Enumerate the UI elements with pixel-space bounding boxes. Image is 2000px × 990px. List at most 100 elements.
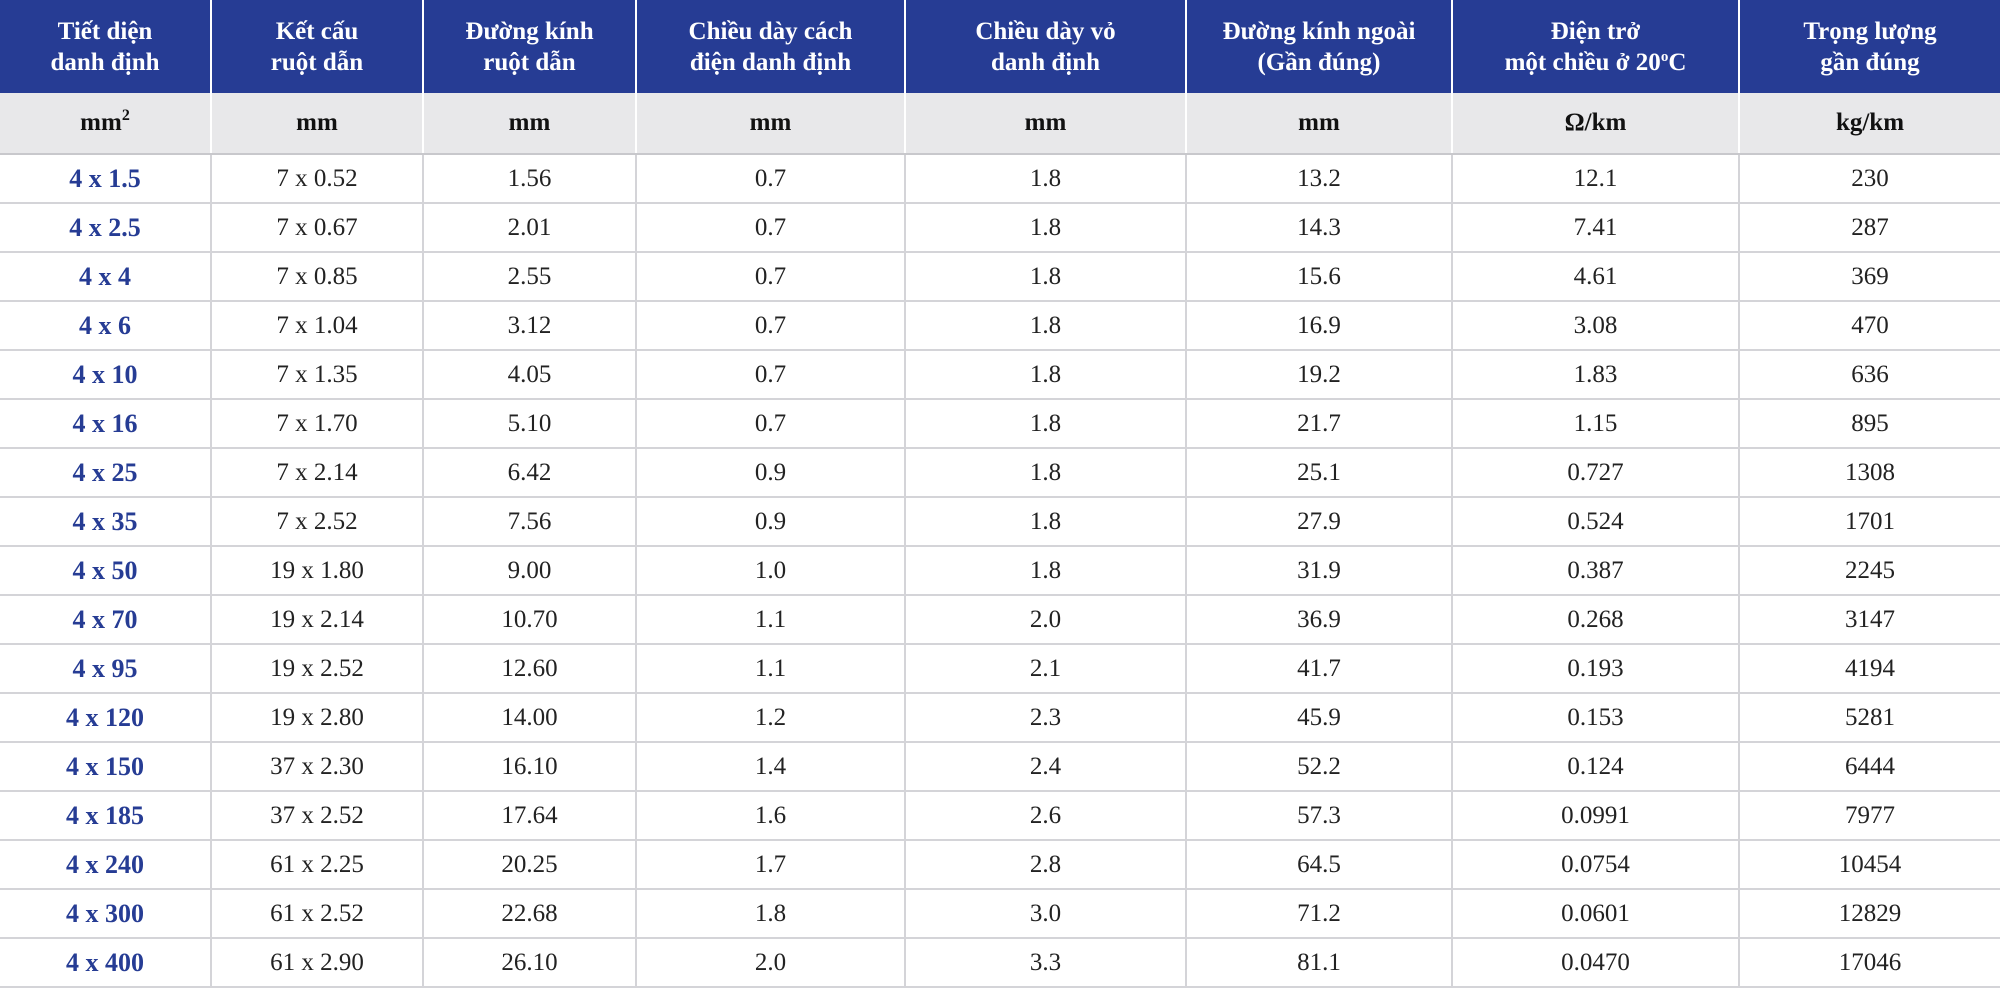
cell-dc-resistance: 0.268 <box>1451 595 1739 645</box>
cell-dc-resistance: 0.524 <box>1451 497 1739 547</box>
cell-outer-diameter: 81.1 <box>1185 938 1452 988</box>
header-dc-resistance: Điện trở một chiều ở 20oC <box>1451 0 1739 93</box>
cell-conductor-structure: 7 x 1.04 <box>210 301 423 351</box>
cell-outer-diameter: 16.9 <box>1185 301 1452 351</box>
cell-insulation-thickness: 0.9 <box>635 497 905 547</box>
cell-dc-resistance: 3.08 <box>1451 301 1739 351</box>
table-row: 4 x 150 37 x 2.30 16.10 1.4 2.4 52.2 0.124 6444 <box>0 742 2000 792</box>
cell-outer-diameter: 13.2 <box>1185 154 1452 204</box>
cell-dc-resistance: 7.41 <box>1451 203 1739 253</box>
table-row: 4 x 50 19 x 1.80 9.00 1.0 1.8 31.9 0.387 2245 <box>0 546 2000 596</box>
cell-outer-diameter: 52.2 <box>1185 742 1452 792</box>
cell-cross-section: 4 x 2.5 <box>0 203 211 253</box>
unit-dc-resistance: Ω/km <box>1451 93 1739 155</box>
cell-weight: 10454 <box>1738 840 2000 890</box>
cell-conductor-structure: 7 x 0.67 <box>210 203 423 253</box>
header-insulation-thickness: Chiều dày cách điện danh định <box>635 0 905 93</box>
cell-conductor-structure: 61 x 2.90 <box>210 938 423 988</box>
cell-weight: 6444 <box>1738 742 2000 792</box>
cell-cross-section: 4 x 6 <box>0 301 211 351</box>
cell-weight: 230 <box>1738 154 2000 204</box>
cell-outer-diameter: 19.2 <box>1185 350 1452 400</box>
header-row: Tiết diện danh định Kết cấu ruột dẫn Đườ… <box>0 0 2000 93</box>
cell-conductor-diameter: 2.55 <box>422 252 636 302</box>
cell-insulation-thickness: 0.7 <box>635 154 905 204</box>
table-row: 4 x 95 19 x 2.52 12.60 1.1 2.1 41.7 0.193 4194 <box>0 644 2000 694</box>
cell-outer-diameter: 14.3 <box>1185 203 1452 253</box>
unit-cross-section-base: mm <box>80 109 122 136</box>
cell-insulation-thickness: 0.7 <box>635 252 905 302</box>
cell-weight: 636 <box>1738 350 2000 400</box>
unit-conductor-structure: mm <box>210 93 423 155</box>
cell-sheath-thickness: 1.8 <box>904 546 1186 596</box>
cell-dc-resistance: 0.387 <box>1451 546 1739 596</box>
cell-conductor-diameter: 17.64 <box>422 791 636 841</box>
cell-sheath-thickness: 1.8 <box>904 399 1186 449</box>
cell-conductor-diameter: 22.68 <box>422 889 636 939</box>
cell-sheath-thickness: 2.6 <box>904 791 1186 841</box>
table-row: 4 x 240 61 x 2.25 20.25 1.7 2.8 64.5 0.0754 104… <box>0 840 2000 890</box>
cell-sheath-thickness: 1.8 <box>904 448 1186 498</box>
header-cross-section: Tiết diện danh định <box>0 0 211 93</box>
cell-conductor-diameter: 9.00 <box>422 546 636 596</box>
cell-conductor-structure: 7 x 0.85 <box>210 252 423 302</box>
cell-cross-section: 4 x 300 <box>0 889 211 939</box>
cell-conductor-diameter: 6.42 <box>422 448 636 498</box>
cell-weight: 1308 <box>1738 448 2000 498</box>
unit-cross-section-sup: 2 <box>121 107 130 124</box>
cell-sheath-thickness: 2.0 <box>904 595 1186 645</box>
cell-outer-diameter: 25.1 <box>1185 448 1452 498</box>
cell-conductor-structure: 19 x 2.80 <box>210 693 423 743</box>
cell-weight: 17046 <box>1738 938 2000 988</box>
cell-insulation-thickness: 0.7 <box>635 301 905 351</box>
cell-cross-section: 4 x 70 <box>0 595 211 645</box>
cell-sheath-thickness: 3.3 <box>904 938 1186 988</box>
cell-conductor-diameter: 5.10 <box>422 399 636 449</box>
cell-sheath-thickness: 1.8 <box>904 154 1186 204</box>
cell-conductor-diameter: 2.01 <box>422 203 636 253</box>
cell-conductor-structure: 37 x 2.52 <box>210 791 423 841</box>
cell-sheath-thickness: 1.8 <box>904 497 1186 547</box>
cell-dc-resistance: 0.193 <box>1451 644 1739 694</box>
cell-outer-diameter: 27.9 <box>1185 497 1452 547</box>
header-sheath-thickness: Chiều dày vỏ danh định <box>904 0 1186 93</box>
cell-dc-resistance: 0.124 <box>1451 742 1739 792</box>
cell-cross-section: 4 x 240 <box>0 840 211 890</box>
cell-sheath-thickness: 1.8 <box>904 350 1186 400</box>
cell-conductor-diameter: 4.05 <box>422 350 636 400</box>
cell-cross-section: 4 x 35 <box>0 497 211 547</box>
cell-outer-diameter: 41.7 <box>1185 644 1452 694</box>
cell-outer-diameter: 45.9 <box>1185 693 1452 743</box>
cell-conductor-structure: 7 x 0.52 <box>210 154 423 204</box>
table-body: 4 x 1.5 7 x 0.52 1.56 0.7 1.8 13.2 12.1 230 4 x … <box>0 154 2000 988</box>
cell-dc-resistance: 12.1 <box>1451 154 1739 204</box>
cell-insulation-thickness: 1.0 <box>635 546 905 596</box>
cell-sheath-thickness: 2.4 <box>904 742 1186 792</box>
cell-conductor-structure: 19 x 2.14 <box>210 595 423 645</box>
cell-insulation-thickness: 0.7 <box>635 203 905 253</box>
cell-sheath-thickness: 2.8 <box>904 840 1186 890</box>
celsius-unit: C <box>1668 48 1687 76</box>
cell-cross-section: 4 x 120 <box>0 693 211 743</box>
cell-insulation-thickness: 1.7 <box>635 840 905 890</box>
cell-sheath-thickness: 1.8 <box>904 252 1186 302</box>
table-row: 4 x 185 37 x 2.52 17.64 1.6 2.6 57.3 0.0991 797… <box>0 791 2000 841</box>
unit-weight: kg/km <box>1738 93 2000 155</box>
cell-weight: 4194 <box>1738 644 2000 694</box>
cell-conductor-diameter: 14.00 <box>422 693 636 743</box>
cell-insulation-thickness: 2.0 <box>635 938 905 988</box>
cell-dc-resistance: 0.0601 <box>1451 889 1739 939</box>
header-conductor-diameter: Đường kính ruột dẫn <box>422 0 636 93</box>
degree-sup: o <box>1660 48 1669 65</box>
cell-conductor-structure: 19 x 1.80 <box>210 546 423 596</box>
cell-insulation-thickness: 0.7 <box>635 350 905 400</box>
cell-conductor-structure: 37 x 2.30 <box>210 742 423 792</box>
table-row: 4 x 35 7 x 2.52 7.56 0.9 1.8 27.9 0.524 1701 <box>0 497 2000 547</box>
cell-cross-section: 4 x 95 <box>0 644 211 694</box>
cell-dc-resistance: 0.0470 <box>1451 938 1739 988</box>
cell-conductor-structure: 7 x 2.14 <box>210 448 423 498</box>
cell-conductor-diameter: 26.10 <box>422 938 636 988</box>
header-dc-resistance-line1: Điện trở <box>1550 17 1641 45</box>
cell-weight: 287 <box>1738 203 2000 253</box>
